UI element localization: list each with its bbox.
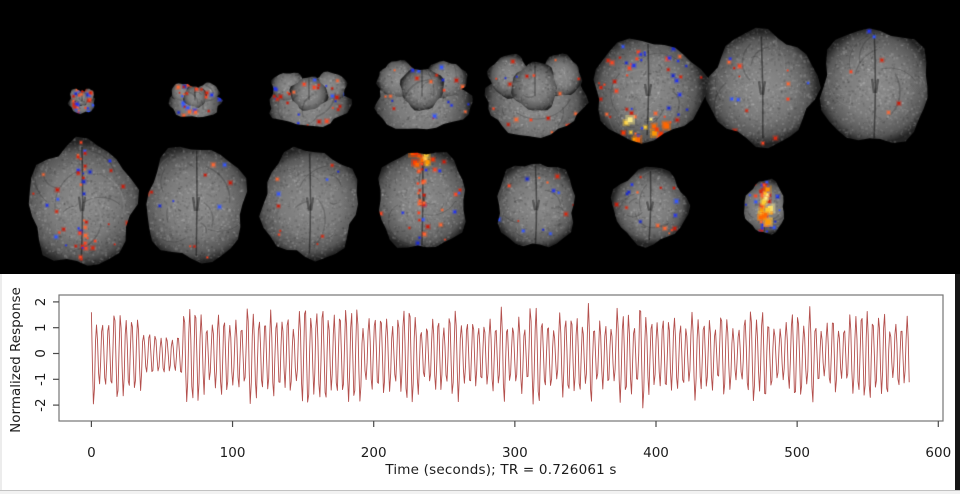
panel-left-edge [0,274,2,494]
x-tick-label: 0 [87,445,96,461]
y-tick-label: -2 [33,398,49,411]
x-tick-label: 300 [502,445,528,461]
x-tick-label: 200 [361,445,387,461]
response-trace [90,302,910,409]
panel-bottom-edge [0,490,960,494]
y-axis-title: Normalized Response [8,287,24,433]
x-tick-label: 400 [643,445,669,461]
x-tick-label: 500 [784,445,810,461]
panel-right-edge [955,274,960,494]
x-axis-title: Time (seconds); TR = 0.726061 s [385,462,617,478]
x-tick-label: 600 [925,445,951,461]
brain-slice-montage [0,0,960,274]
y-tick-label: 1 [33,323,49,332]
y-tick-label: -1 [33,373,49,386]
x-tick-label: 100 [220,445,246,461]
plot-frame [58,294,944,422]
y-tick-label: 2 [33,298,49,307]
timeseries-plot: 0 100 200 300 400 500 600 -2 -1 0 1 2 [33,294,951,461]
y-tick-label: 0 [33,349,49,358]
timeseries-panel: 0 100 200 300 400 500 600 -2 -1 0 1 2 Normalized Re… [0,274,960,494]
